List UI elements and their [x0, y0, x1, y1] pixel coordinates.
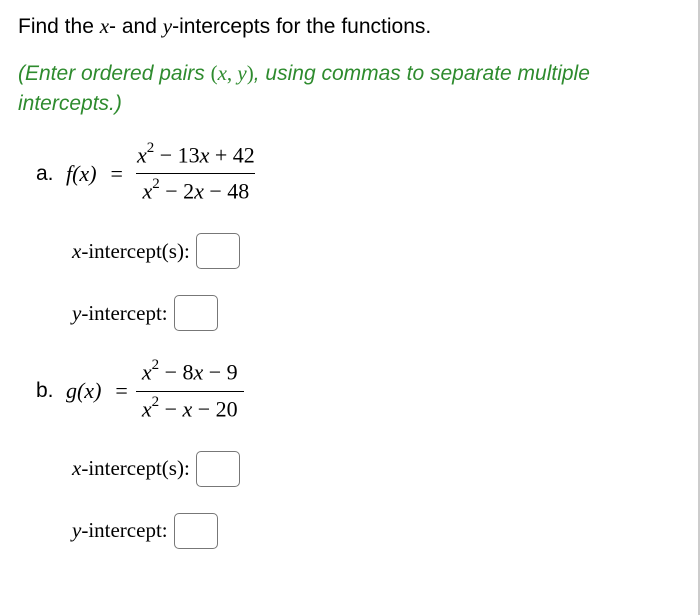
- y-intercept-input-b[interactable]: [174, 513, 218, 549]
- x-intercept-label-a: x-intercept(s):: [72, 239, 190, 264]
- title-y-var: y: [163, 14, 172, 38]
- num-b-t1: x: [142, 360, 152, 385]
- y-var-b: y: [72, 518, 81, 542]
- func-a-left: f(x): [66, 161, 97, 187]
- x-intercept-row-b: x-intercept(s):: [72, 451, 680, 487]
- denominator-b: x2 − x − 20: [136, 391, 244, 425]
- question-title: Find the x- and y-intercepts for the fun…: [18, 12, 680, 41]
- den-b-o1: −: [159, 396, 182, 421]
- pair-y: y: [237, 61, 246, 85]
- den-a-t2: x: [194, 179, 204, 204]
- num-b-e1: 2: [152, 357, 160, 373]
- func-b-arg: x: [84, 378, 94, 403]
- y-intercept-row-a: y-intercept:: [72, 295, 680, 331]
- part-a: a. f(x) = x2 − 13x + 42 x2 − 2x − 48 x-i…: [36, 140, 680, 331]
- instruction-text: (Enter ordered pairs (x, y), using comma…: [18, 59, 680, 118]
- num-a-e1: 2: [147, 140, 155, 156]
- func-b-name: g: [66, 378, 77, 403]
- pair-close: ): [247, 61, 254, 85]
- x-var-a: x: [72, 239, 81, 263]
- y-int-text-a: -intercept:: [81, 301, 167, 325]
- den-b-e1: 2: [152, 394, 160, 410]
- part-a-label: a.: [36, 162, 54, 186]
- num-b-o2: − 9: [203, 360, 237, 385]
- y-int-text-b: -intercept:: [81, 518, 167, 542]
- y-var-a: y: [72, 301, 81, 325]
- y-intercept-row-b: y-intercept:: [72, 513, 680, 549]
- x-intercept-label-b: x-intercept(s):: [72, 456, 190, 481]
- denominator-a: x2 − 2x − 48: [136, 173, 255, 207]
- numerator-a: x2 − 13x + 42: [131, 140, 261, 173]
- fraction-a: x2 − 13x + 42 x2 − 2x − 48: [131, 140, 261, 207]
- den-a-o2: − 48: [204, 179, 249, 204]
- num-a-o1: − 13: [154, 143, 199, 168]
- den-b-t1: x: [142, 396, 152, 421]
- x-var-b: x: [72, 456, 81, 480]
- num-b-t2: x: [194, 360, 204, 385]
- func-a-arg: x: [79, 161, 89, 186]
- num-b-o1: − 8: [159, 360, 193, 385]
- title-mid: - and: [109, 15, 163, 38]
- title-suffix: -intercepts for the functions.: [172, 15, 431, 38]
- den-a-e1: 2: [152, 176, 160, 192]
- den-a-t1: x: [142, 179, 152, 204]
- den-b-o2: − 20: [192, 396, 237, 421]
- instruction-prefix: (Enter ordered pairs: [18, 62, 211, 85]
- func-a-name: f: [66, 161, 72, 186]
- x-intercept-row-a: x-intercept(s):: [72, 233, 680, 269]
- func-b-left: g(x): [66, 378, 101, 404]
- num-a-t2: x: [200, 143, 210, 168]
- pair-x: x: [218, 61, 227, 85]
- num-a-t1: x: [137, 143, 147, 168]
- pair-open: (: [211, 61, 218, 85]
- pair-sep: ,: [227, 61, 238, 85]
- function-a-definition: f(x) = x2 − 13x + 42 x2 − 2x − 48: [66, 140, 261, 207]
- numerator-b: x2 − 8x − 9: [136, 357, 244, 390]
- x-intercept-input-b[interactable]: [196, 451, 240, 487]
- x-intercept-input-a[interactable]: [196, 233, 240, 269]
- fraction-b: x2 − 8x − 9 x2 − x − 20: [136, 357, 244, 424]
- y-intercept-label-a: y-intercept:: [72, 301, 168, 326]
- x-int-text-a: -intercept(s):: [81, 239, 189, 263]
- den-b-t2: x: [183, 396, 193, 421]
- equals-sign: =: [111, 161, 123, 187]
- den-a-o1: − 2: [160, 179, 194, 204]
- y-intercept-label-b: y-intercept:: [72, 518, 168, 543]
- x-int-text-b: -intercept(s):: [81, 456, 189, 480]
- part-b-label: b.: [36, 379, 54, 403]
- equals-sign-b: =: [115, 378, 127, 404]
- num-a-o2: + 42: [209, 143, 254, 168]
- function-b-definition: g(x) = x2 − 8x − 9 x2 − x − 20: [66, 357, 244, 424]
- part-b: b. g(x) = x2 − 8x − 9 x2 − x − 20 x-inte…: [36, 357, 680, 548]
- title-prefix: Find the: [18, 15, 100, 38]
- y-intercept-input-a[interactable]: [174, 295, 218, 331]
- title-x-var: x: [100, 14, 109, 38]
